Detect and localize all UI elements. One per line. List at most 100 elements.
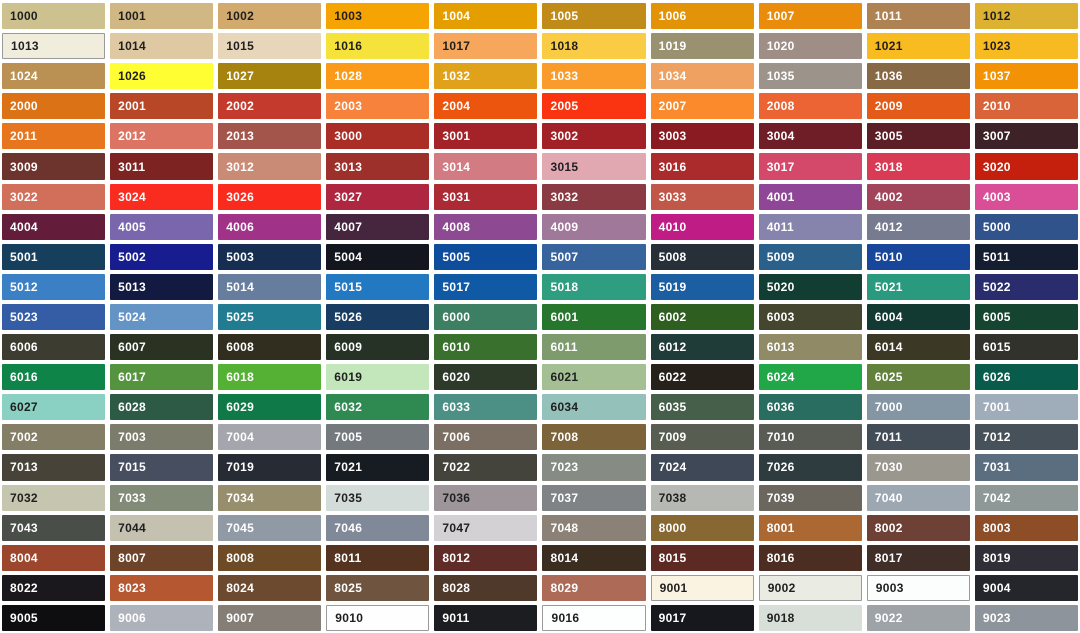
color-swatch[interactable]: 2009 bbox=[866, 93, 970, 120]
color-swatch[interactable]: 6009 bbox=[326, 334, 430, 361]
color-swatch[interactable]: 8028 bbox=[434, 574, 538, 601]
color-swatch[interactable]: 3012 bbox=[218, 153, 322, 180]
color-swatch[interactable]: 4006 bbox=[218, 213, 322, 240]
color-swatch[interactable]: 7004 bbox=[218, 424, 322, 451]
color-swatch[interactable]: 6028 bbox=[110, 394, 214, 421]
color-swatch[interactable]: 3024 bbox=[110, 183, 214, 210]
color-swatch[interactable]: 1026 bbox=[110, 63, 214, 90]
color-swatch[interactable]: 2013 bbox=[218, 123, 322, 150]
color-swatch[interactable]: 3013 bbox=[326, 153, 430, 180]
color-swatch[interactable]: 1028 bbox=[326, 63, 430, 90]
color-swatch[interactable]: 3015 bbox=[542, 153, 646, 180]
color-swatch[interactable]: 6011 bbox=[542, 334, 646, 361]
color-swatch[interactable]: 5010 bbox=[866, 243, 970, 270]
color-swatch[interactable]: 1019 bbox=[650, 33, 754, 60]
color-swatch[interactable]: 3003 bbox=[650, 123, 754, 150]
color-swatch[interactable]: 9003 bbox=[866, 574, 970, 601]
color-swatch[interactable]: 6026 bbox=[974, 364, 1078, 391]
color-swatch[interactable]: 8001 bbox=[758, 514, 862, 541]
color-swatch[interactable]: 4002 bbox=[866, 183, 970, 210]
color-swatch[interactable]: 9022 bbox=[866, 604, 970, 631]
color-swatch[interactable]: 8016 bbox=[758, 544, 862, 571]
color-swatch[interactable]: 6033 bbox=[434, 394, 538, 421]
color-swatch[interactable]: 5007 bbox=[542, 243, 646, 270]
color-swatch[interactable]: 5020 bbox=[758, 273, 862, 300]
color-swatch[interactable]: 2011 bbox=[2, 123, 106, 150]
color-swatch[interactable]: 1034 bbox=[650, 63, 754, 90]
color-swatch[interactable]: 5013 bbox=[110, 273, 214, 300]
color-swatch[interactable]: 1018 bbox=[542, 33, 646, 60]
color-swatch[interactable]: 1004 bbox=[434, 3, 538, 30]
color-swatch[interactable]: 1027 bbox=[218, 63, 322, 90]
color-swatch[interactable]: 1023 bbox=[974, 33, 1078, 60]
color-swatch[interactable]: 3027 bbox=[326, 183, 430, 210]
color-swatch[interactable]: 7030 bbox=[866, 454, 970, 481]
color-swatch[interactable]: 6002 bbox=[650, 303, 754, 331]
color-swatch[interactable]: 6018 bbox=[218, 364, 322, 391]
color-swatch[interactable]: 6020 bbox=[434, 364, 538, 391]
color-swatch[interactable]: 8017 bbox=[866, 544, 970, 571]
color-swatch[interactable]: 4001 bbox=[758, 183, 862, 210]
color-swatch[interactable]: 5009 bbox=[758, 243, 862, 270]
color-swatch[interactable]: 1032 bbox=[434, 63, 538, 90]
color-swatch[interactable]: 9017 bbox=[650, 604, 754, 631]
color-swatch[interactable]: 7002 bbox=[2, 424, 106, 451]
color-swatch[interactable]: 5017 bbox=[434, 273, 538, 300]
color-swatch[interactable]: 7019 bbox=[218, 454, 322, 481]
color-swatch[interactable]: 4009 bbox=[542, 213, 646, 240]
color-swatch[interactable]: 9005 bbox=[2, 604, 106, 631]
color-swatch[interactable]: 2002 bbox=[218, 93, 322, 120]
color-swatch[interactable]: 4010 bbox=[650, 213, 754, 240]
color-swatch[interactable]: 3031 bbox=[434, 183, 538, 210]
color-swatch[interactable]: 7040 bbox=[866, 484, 970, 511]
color-swatch[interactable]: 7035 bbox=[326, 484, 430, 511]
color-swatch[interactable]: 1014 bbox=[110, 33, 214, 60]
color-swatch[interactable]: 3017 bbox=[758, 153, 862, 180]
color-swatch[interactable]: 1002 bbox=[218, 3, 322, 30]
color-swatch[interactable]: 6004 bbox=[866, 303, 970, 331]
color-swatch[interactable]: 5025 bbox=[218, 303, 322, 331]
color-swatch[interactable]: 3011 bbox=[110, 153, 214, 180]
color-swatch[interactable]: 5019 bbox=[650, 273, 754, 300]
color-swatch[interactable]: 6022 bbox=[650, 364, 754, 391]
color-swatch[interactable]: 7044 bbox=[110, 514, 214, 541]
color-swatch[interactable]: 7008 bbox=[542, 424, 646, 451]
color-swatch[interactable]: 9001 bbox=[650, 574, 754, 601]
color-swatch[interactable]: 7045 bbox=[218, 514, 322, 541]
color-swatch[interactable]: 8008 bbox=[218, 544, 322, 571]
color-swatch[interactable]: 9007 bbox=[218, 604, 322, 631]
color-swatch[interactable]: 8025 bbox=[326, 574, 430, 601]
color-swatch[interactable]: 1011 bbox=[866, 3, 970, 30]
color-swatch[interactable]: 6016 bbox=[2, 364, 106, 391]
color-swatch[interactable]: 8012 bbox=[434, 544, 538, 571]
color-swatch[interactable]: 4003 bbox=[974, 183, 1078, 210]
color-swatch[interactable]: 7015 bbox=[110, 454, 214, 481]
color-swatch[interactable]: 6005 bbox=[974, 303, 1078, 331]
color-swatch[interactable]: 5005 bbox=[434, 243, 538, 270]
color-swatch[interactable]: 9010 bbox=[326, 604, 430, 631]
color-swatch[interactable]: 3007 bbox=[974, 123, 1078, 150]
color-swatch[interactable]: 5024 bbox=[110, 303, 214, 331]
color-swatch[interactable]: 6017 bbox=[110, 364, 214, 391]
color-swatch[interactable]: 1001 bbox=[110, 3, 214, 30]
color-swatch[interactable]: 7048 bbox=[542, 514, 646, 541]
color-swatch[interactable]: 4004 bbox=[2, 213, 106, 240]
color-swatch[interactable]: 2004 bbox=[434, 93, 538, 120]
color-swatch[interactable]: 2007 bbox=[650, 93, 754, 120]
color-swatch[interactable]: 5023 bbox=[2, 303, 106, 331]
color-swatch[interactable]: 3016 bbox=[650, 153, 754, 180]
color-swatch[interactable]: 7003 bbox=[110, 424, 214, 451]
color-swatch[interactable]: 7023 bbox=[542, 454, 646, 481]
color-swatch[interactable]: 9002 bbox=[758, 574, 862, 601]
color-swatch[interactable]: 6000 bbox=[434, 303, 538, 331]
color-swatch[interactable]: 2012 bbox=[110, 123, 214, 150]
color-swatch[interactable]: 9016 bbox=[542, 604, 646, 631]
color-swatch[interactable]: 6027 bbox=[2, 394, 106, 421]
color-swatch[interactable]: 8000 bbox=[650, 514, 754, 541]
color-swatch[interactable]: 1037 bbox=[974, 63, 1078, 90]
color-swatch[interactable]: 6034 bbox=[542, 394, 646, 421]
color-swatch[interactable]: 1012 bbox=[974, 3, 1078, 30]
color-swatch[interactable]: 3022 bbox=[2, 183, 106, 210]
color-swatch[interactable]: 3001 bbox=[434, 123, 538, 150]
color-swatch[interactable]: 7005 bbox=[326, 424, 430, 451]
